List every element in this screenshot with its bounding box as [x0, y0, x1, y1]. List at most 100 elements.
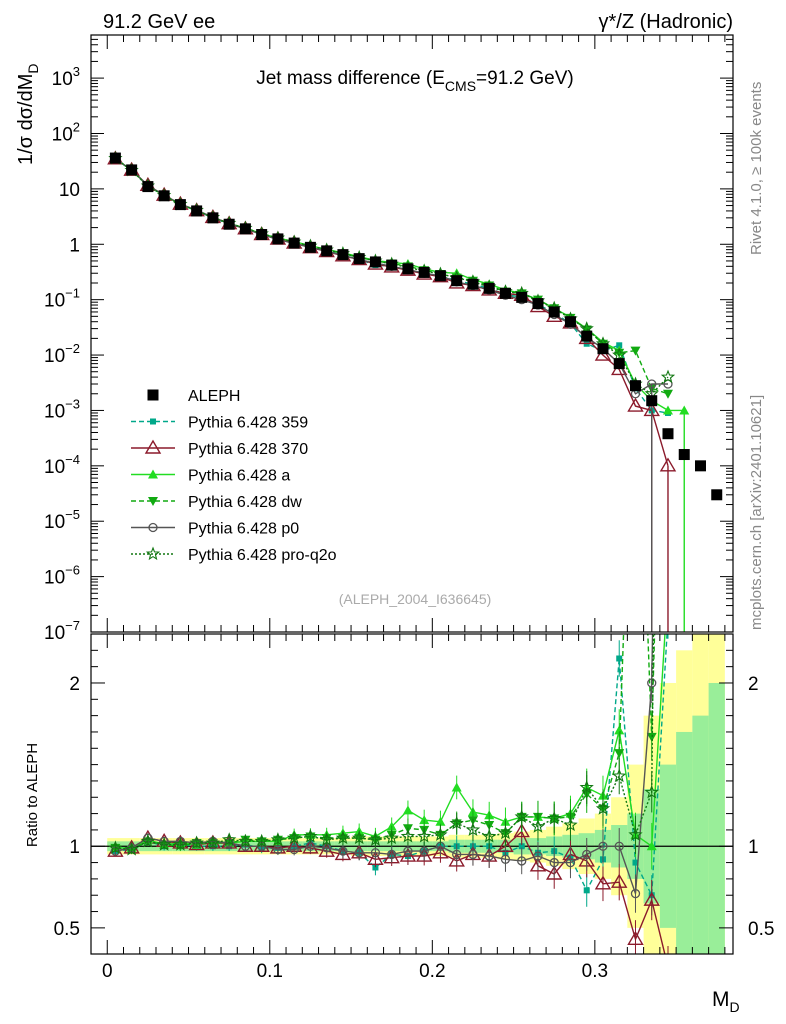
- ratio-point-pq2o: [482, 828, 497, 843]
- ratio-point-pp0: [565, 857, 576, 868]
- ratio-point-p359: [372, 864, 379, 871]
- data-point: [174, 199, 186, 211]
- ratio-band-inner: [708, 682, 725, 954]
- data-point: [337, 249, 349, 261]
- data-point: [516, 291, 528, 303]
- ratio-panel: 0.5 0.5 1 1 2 2: [54, 147, 774, 972]
- data-point: [613, 358, 625, 370]
- legend-label-pdw: Pythia 6.428 dw: [188, 494, 302, 511]
- data-point: [694, 460, 706, 472]
- ratio-y-tick-label: 1: [69, 837, 80, 858]
- data-point: [353, 253, 365, 265]
- data-point: [548, 306, 560, 318]
- ratio-point-pq2o: [173, 837, 188, 851]
- series-line-p359: [114, 158, 669, 414]
- data-point: [288, 237, 300, 249]
- series-line-pa: [114, 157, 685, 412]
- ratio-point-pq2o: [400, 828, 415, 843]
- ratio-point-pq2o: [595, 801, 611, 815]
- data-point: [418, 266, 430, 278]
- ratio-y-tick-label-right: 0.5: [748, 919, 774, 940]
- ratio-point-pq2o: [287, 830, 302, 845]
- ratio-point-pq2o: [303, 828, 318, 843]
- y-tick-label: 10−4: [44, 452, 80, 478]
- point-pdw: [662, 389, 673, 399]
- x-tick-label: 0.3: [582, 961, 608, 982]
- ratio-point-pa: [435, 816, 446, 826]
- data-point: [711, 489, 723, 501]
- ratio-point-pq2o: [254, 833, 269, 848]
- main-title: Jet mass difference (ECMS=91.2 GeV): [256, 68, 574, 94]
- ratio-point-p370: [594, 875, 612, 890]
- ratio-point-pq2o: [189, 835, 204, 850]
- ratio-point-pq2o: [238, 833, 253, 848]
- header-left: 91.2 GeV ee: [103, 11, 215, 33]
- ratio-point-pq2o: [205, 835, 221, 849]
- ratio-point-pdw: [663, 147, 673, 156]
- ratio-point-pp0: [517, 856, 527, 866]
- data-point: [256, 229, 268, 241]
- ratio-point-pq2o: [335, 830, 351, 845]
- ratio-point-pq2o: [644, 784, 659, 799]
- legend-marker-p359: [150, 418, 156, 425]
- y-tick-label: 103: [52, 64, 80, 90]
- series-line-pp0: [114, 158, 668, 395]
- legend-label-p370: Pythia 6.428 370: [188, 441, 308, 458]
- legend-marker-pp0: [148, 522, 158, 533]
- ratio-point-pa: [614, 725, 625, 735]
- main-panel-frame: [90, 34, 734, 633]
- point-pdw: [614, 348, 625, 358]
- y-tick-label: 10−1: [44, 286, 80, 312]
- data-point: [597, 343, 609, 355]
- ratio-point-pq2o: [579, 779, 594, 794]
- legend-label-pp0: Pythia 6.428 p0: [188, 521, 299, 538]
- legend-marker-data: [147, 389, 159, 401]
- ratio-point-p370: [432, 844, 449, 859]
- data-point: [272, 233, 284, 245]
- ratio-point-pq2o: [352, 830, 367, 845]
- ratio-point-pq2o: [433, 827, 448, 841]
- ratio-point-pp0: [289, 844, 299, 855]
- data-point: [451, 275, 463, 287]
- ratio-point-p370: [627, 930, 644, 946]
- y-tick-label: 1: [69, 235, 80, 256]
- ratio-point-pp0: [338, 846, 348, 856]
- data-point: [564, 316, 576, 328]
- ratio-point-p359: [616, 655, 623, 662]
- data-point: [467, 278, 479, 290]
- ratio-point-pp0: [419, 846, 429, 856]
- ratio-point-p370: [529, 857, 547, 872]
- data-point: [126, 164, 138, 176]
- ratio-point-pp0: [582, 849, 592, 860]
- point-pa: [679, 405, 690, 415]
- ratio-point-pp0: [500, 854, 511, 864]
- data-point: [109, 152, 121, 164]
- ratio-point-pq2o: [319, 832, 334, 846]
- ratio-point-pq2o: [498, 825, 513, 840]
- y-tick-label: 10−7: [44, 618, 80, 644]
- data-point: [386, 259, 398, 271]
- data-point: [581, 330, 593, 342]
- ratio-point-pp0: [533, 851, 543, 861]
- main-ylabel: 1/σ dσ/dMD: [15, 63, 41, 165]
- ratio-point-pdw: [646, 732, 657, 742]
- ratio-point-pq2o: [368, 832, 383, 846]
- ratio-point-pq2o: [628, 827, 643, 841]
- series-line-pq2o: [114, 157, 669, 395]
- legend-label-data: ALEPH: [188, 388, 240, 405]
- ratio-point-p370: [611, 873, 628, 888]
- data-point: [239, 223, 251, 235]
- x-axis-label: MD: [712, 988, 740, 1015]
- ratio-y-tick-label-right: 1: [748, 837, 759, 858]
- point-pdw: [630, 346, 641, 356]
- legend-label-pa: Pythia 6.428 a: [188, 468, 290, 485]
- x-tick-label: 0.1: [257, 961, 283, 982]
- ratio-point-p370: [661, 960, 675, 972]
- ratio-point-p370: [513, 823, 530, 838]
- ratio-point-p359: [518, 843, 525, 850]
- ratio-point-p359: [583, 887, 590, 894]
- ratio-y-tick-label: 0.5: [54, 919, 80, 940]
- legend-marker-p370: [144, 439, 162, 454]
- ratio-point-pq2o: [449, 815, 464, 830]
